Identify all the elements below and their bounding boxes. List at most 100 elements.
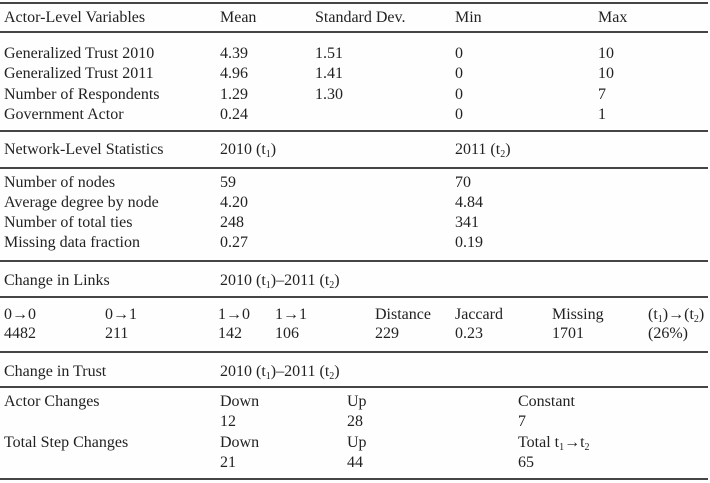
cell-max: 1 (598, 106, 606, 123)
total-step-changes-values-row: 21 44 65 (0, 452, 710, 474)
cell-0-to-0: 4482 (4, 325, 36, 342)
actor-level-header-row: Actor-Level Variables Mean Standard Dev.… (0, 7, 710, 29)
row-label: Number of Respondents (4, 86, 160, 103)
cell-max: 10 (598, 65, 614, 82)
header-change-in-trust: Change in Trust (4, 363, 107, 380)
table-row-generalized-trust-2011: Generalized Trust 2011 4.96 1.41 0 10 (0, 63, 710, 85)
header-min: Min (455, 9, 482, 26)
header-1-to-0: 1→0 (218, 306, 250, 323)
cell-mean: 4.96 (220, 65, 248, 82)
cell-distance: 229 (375, 325, 399, 342)
actor-changes-values-row: 12 28 7 (0, 411, 710, 433)
cell-total: 65 (518, 454, 534, 471)
header-jaccard: Jaccard (455, 306, 503, 323)
cell-std: 1.30 (315, 86, 343, 103)
rule-above-links-header (0, 260, 708, 262)
cell-0-to-1: 211 (105, 325, 129, 342)
header-mean: Mean (220, 9, 257, 26)
cell-down: 21 (220, 454, 236, 471)
header-max: Max (598, 9, 628, 26)
cell-min: 0 (455, 65, 463, 82)
cell-mean: 1.29 (220, 86, 248, 103)
header-change-in-links: Change in Links (4, 272, 110, 289)
cell-max: 10 (598, 45, 614, 62)
header-up: Up (347, 393, 367, 410)
cell-min: 0 (455, 106, 463, 123)
row-label: Generalized Trust 2011 (4, 65, 154, 82)
change-in-links-column-header-row: 0→0 0→1 1→0 1→1 Distance Jaccard Missing… (0, 304, 710, 326)
cell-jaccard: 0.23 (455, 325, 483, 342)
network-level-header-row: Network-Level Statistics 2010 (t1) 2011 … (0, 139, 710, 161)
row-label: Missing data fraction (4, 234, 140, 251)
row-label: Number of nodes (4, 174, 116, 191)
table-row-average-degree: Average degree by node 4.20 4.84 (0, 192, 710, 214)
actor-changes-label-row: Actor Changes Down Up Constant (0, 391, 710, 413)
cell-std: 1.41 (315, 65, 343, 82)
cell-missing: 1701 (552, 325, 584, 342)
table-row-total-ties: Number of total ties 248 341 (0, 212, 710, 234)
header-down: Down (220, 393, 260, 410)
total-step-changes-label-row: Total Step Changes Down Up Total t1→t2 (0, 432, 710, 454)
header-t1-to-t2: (t1)→(t2) (648, 306, 705, 325)
cell-2010: 59 (220, 174, 236, 191)
header-1-to-1: 1→1 (275, 306, 307, 323)
header-distance: Distance (375, 306, 431, 323)
rule-below-network-header (0, 167, 708, 169)
rule-above-trust-header (0, 351, 708, 353)
table-row-number-of-respondents: Number of Respondents 1.29 1.30 0 7 (0, 84, 710, 106)
row-label: Actor Changes (4, 393, 100, 410)
row-label: Generalized Trust 2010 (4, 45, 155, 62)
header-actor-level-variables: Actor-Level Variables (4, 9, 146, 26)
header-trust-year-range: 2010 (t1)–2011 (t2) (220, 363, 340, 382)
cell-2010: 0.27 (220, 234, 248, 251)
rule-below-links-header (0, 296, 708, 298)
change-in-trust-header-row: Change in Trust 2010 (t1)–2011 (t2) (0, 361, 710, 383)
cell-std: 1.51 (315, 45, 343, 62)
cell-up: 44 (347, 454, 363, 471)
row-label: Number of total ties (4, 214, 133, 231)
table-row-missing-data-fraction: Missing data fraction 0.27 0.19 (0, 232, 710, 254)
header-up: Up (347, 434, 367, 451)
cell-min: 0 (455, 86, 463, 103)
header-standard-dev: Standard Dev. (315, 9, 406, 26)
cell-constant: 7 (518, 413, 526, 430)
rule-below-trust-header (0, 386, 708, 388)
change-in-links-header-row: Change in Links 2010 (t1)–2011 (t2) (0, 270, 710, 292)
rule-table-bottom (0, 478, 708, 480)
cell-2011: 70 (455, 174, 471, 191)
header-constant: Constant (518, 393, 575, 410)
header-0-to-1: 0→1 (105, 306, 137, 323)
header-down: Down (220, 434, 260, 451)
cell-down: 12 (220, 413, 236, 430)
header-missing: Missing (552, 306, 604, 323)
header-2011-t2: 2011 (t2) (455, 141, 511, 160)
cell-2010: 248 (220, 214, 244, 231)
cell-1-to-0: 142 (218, 325, 242, 342)
cell-percent-changed: (26%) (648, 325, 688, 342)
table-row-number-of-nodes: Number of nodes 59 70 (0, 172, 710, 194)
header-0-to-0: 0→0 (4, 306, 36, 323)
cell-2011: 4.84 (455, 194, 483, 211)
rule-table-top (0, 2, 708, 4)
rule-below-actor-header (0, 31, 708, 33)
cell-max: 7 (598, 86, 606, 103)
header-2010-t1: 2010 (t1) (220, 141, 277, 160)
cell-min: 0 (455, 45, 463, 62)
cell-2010: 4.20 (220, 194, 248, 211)
cell-up: 28 (347, 413, 363, 430)
row-label: Government Actor (4, 106, 124, 123)
change-in-links-values-row: 4482 211 142 106 229 0.23 1701 (26%) (0, 323, 710, 345)
table-row-government-actor: Government Actor 0.24 0 1 (0, 104, 710, 126)
header-network-level-statistics: Network-Level Statistics (4, 141, 164, 158)
cell-mean: 4.39 (220, 45, 248, 62)
table-row-generalized-trust-2010: Generalized Trust 2010 4.39 1.51 0 10 (0, 43, 710, 65)
row-label: Average degree by node (4, 194, 159, 211)
header-links-year-range: 2010 (t1)–2011 (t2) (220, 272, 340, 291)
cell-2011: 0.19 (455, 234, 483, 251)
cell-mean: 0.24 (220, 106, 248, 123)
rule-above-network-header (0, 130, 708, 132)
row-label: Total Step Changes (4, 434, 129, 451)
cell-1-to-1: 106 (275, 325, 299, 342)
cell-2011: 341 (455, 214, 479, 231)
